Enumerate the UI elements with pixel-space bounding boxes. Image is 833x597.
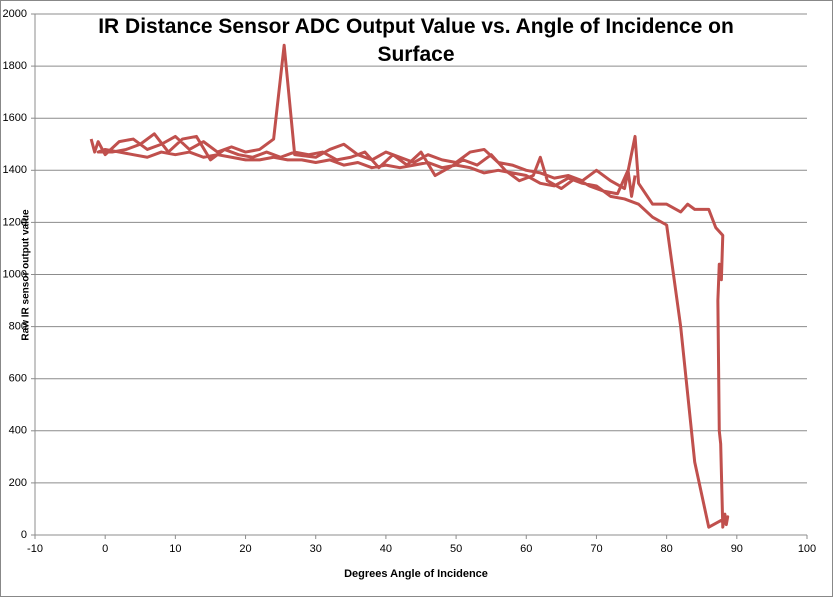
chart-title: IR Distance Sensor ADC Output Value vs. … [98,15,734,66]
x-tick-label: 0 [102,543,108,555]
x-tick-label: -10 [27,543,43,555]
y-axis-title: Raw IR sensor output value [21,209,32,341]
y-tick-label: 400 [9,425,27,437]
x-tick-label: 80 [661,543,673,555]
y-tick-label: 1200 [3,216,27,228]
x-axis-title: Degrees Angle of Incidence [344,568,488,580]
x-tick-label: 30 [310,543,322,555]
x-tick-label: 50 [450,543,462,555]
x-tick-label: 10 [169,543,181,555]
y-tick-label: 1800 [3,60,27,72]
x-tick-label: 20 [239,543,251,555]
y-tick-label: 1000 [3,268,27,280]
y-tick-label: 200 [9,477,27,489]
x-tick-label: 100 [798,543,816,555]
data-line [89,43,730,529]
x-tick-label: 40 [380,543,392,555]
y-tick-label: 0 [21,529,27,541]
x-tick-label: 70 [590,543,602,555]
x-tick-label: 90 [731,543,743,555]
y-tick-label: 1400 [3,164,27,176]
x-tick-label: 60 [520,543,532,555]
y-tick-label: 1600 [3,112,27,124]
y-tick-label: 800 [9,321,27,333]
y-tick-label: 600 [9,373,27,385]
y-tick-label: 2000 [3,8,27,20]
